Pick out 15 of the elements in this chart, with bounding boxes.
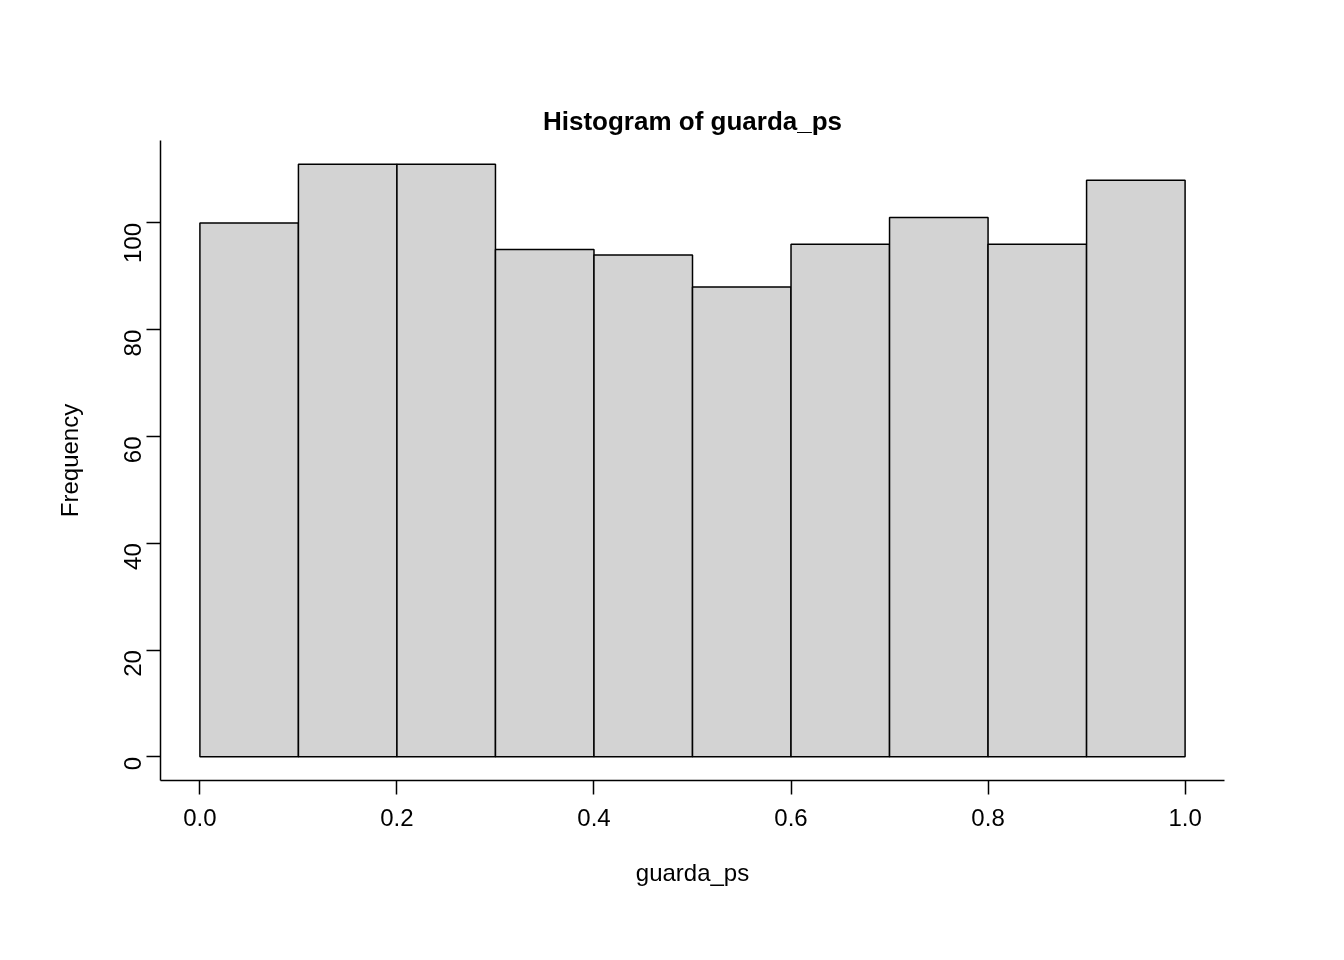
x-tick-label: 0.2 (380, 803, 414, 831)
x-axis-title: guarda_ps (635, 858, 750, 886)
y-tick-label: 40 (119, 543, 146, 570)
x-tick-label: 0.8 (971, 803, 1005, 831)
x-tick-label: 1.0 (1168, 803, 1202, 831)
y-axis-title: Frequency (55, 403, 83, 518)
y-tick-label: 100 (119, 222, 146, 263)
y-tick-label: 60 (119, 436, 146, 464)
y-tick-label: 20 (119, 650, 146, 677)
x-tick-label: 0.4 (577, 803, 611, 831)
chart-title: Histogram of guarda_ps (542, 105, 843, 136)
x-tick-label: 0.6 (774, 803, 808, 831)
y-tick-label: 80 (119, 329, 146, 357)
y-tick-label: 0 (119, 756, 146, 771)
x-tick-label: 0.0 (183, 803, 217, 831)
